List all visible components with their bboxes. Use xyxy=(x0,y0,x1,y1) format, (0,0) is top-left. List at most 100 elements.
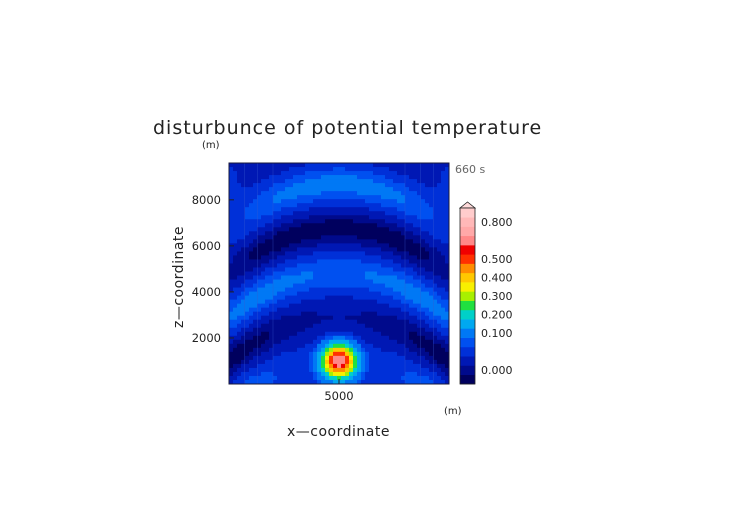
heatmap-cell xyxy=(261,235,266,240)
heatmap-cell xyxy=(233,179,238,184)
heatmap-cell xyxy=(249,267,254,272)
heatmap-cell xyxy=(345,367,350,373)
heatmap-cell xyxy=(337,259,342,264)
heatmap-cell xyxy=(397,351,402,357)
heatmap-cell xyxy=(341,335,346,341)
heatmap-cell xyxy=(393,179,398,184)
heatmap-cell xyxy=(277,243,282,248)
heatmap-cell xyxy=(409,171,414,176)
heatmap-cell xyxy=(397,219,402,224)
heatmap-cell xyxy=(269,203,274,208)
heatmap-cell xyxy=(305,303,310,309)
heatmap-cell xyxy=(421,263,426,268)
heatmap-cell xyxy=(401,183,406,188)
heatmap-cell xyxy=(433,263,438,268)
heatmap-cell xyxy=(245,319,250,325)
heatmap-cell xyxy=(385,375,390,381)
heatmap-cell xyxy=(233,287,238,292)
heatmap-cell xyxy=(377,191,382,196)
heatmap-cell xyxy=(253,375,258,381)
heatmap-cell xyxy=(233,275,238,280)
heatmap-cell xyxy=(317,255,322,260)
heatmap-cell xyxy=(405,319,410,325)
heatmap-cell xyxy=(397,263,402,268)
heatmap-cell xyxy=(233,183,238,188)
heatmap-cell xyxy=(361,267,366,272)
heatmap-cell xyxy=(305,283,310,288)
heatmap-cell xyxy=(429,243,434,248)
heatmap-cell xyxy=(277,279,282,284)
heatmap-cell xyxy=(341,311,346,317)
heatmap-cell xyxy=(357,331,362,337)
heatmap-cell xyxy=(349,259,354,264)
heatmap-cell xyxy=(357,291,362,296)
heatmap-cell xyxy=(257,295,262,301)
heatmap-cell xyxy=(269,187,274,192)
heatmap-cell xyxy=(377,167,382,172)
heatmap-cell xyxy=(313,203,318,208)
heatmap-cell xyxy=(381,275,386,280)
heatmap-cell xyxy=(405,235,410,240)
heatmap-cell xyxy=(341,223,346,228)
heatmap-cell xyxy=(365,351,370,357)
heatmap-cell xyxy=(373,163,378,168)
heatmap-cell xyxy=(373,295,378,301)
heatmap-cell xyxy=(333,271,338,276)
heatmap-cell xyxy=(237,335,242,341)
heatmap-cell xyxy=(301,343,306,349)
heatmap-cell xyxy=(341,163,346,168)
heatmap-cell xyxy=(353,263,358,268)
heatmap-cell xyxy=(369,359,374,365)
heatmap-cell xyxy=(365,263,370,268)
heatmap-cell xyxy=(265,375,270,381)
heatmap-cell xyxy=(441,379,446,385)
heatmap-cell xyxy=(265,255,270,260)
heatmap-cell xyxy=(393,371,398,377)
heatmap-cell xyxy=(281,167,286,172)
heatmap-cell xyxy=(245,379,250,385)
heatmap-cell xyxy=(445,331,450,337)
heatmap-cell xyxy=(393,279,398,284)
heatmap-cell xyxy=(445,267,450,272)
heatmap-cell xyxy=(313,267,318,272)
heatmap-cell xyxy=(261,367,266,373)
heatmap-cell xyxy=(317,319,322,325)
heatmap-cell xyxy=(333,347,338,353)
heatmap-cell xyxy=(389,251,394,256)
heatmap-cell xyxy=(273,171,278,176)
heatmap-cell xyxy=(417,311,422,317)
heatmap-cell xyxy=(393,315,398,321)
heatmap-cell xyxy=(245,339,250,345)
heatmap-cell xyxy=(317,195,322,200)
heatmap-cell xyxy=(421,311,426,317)
heatmap-cell xyxy=(297,363,302,369)
heatmap-cell xyxy=(253,307,258,313)
heatmap-cell xyxy=(241,351,246,357)
heatmap-cell xyxy=(357,219,362,224)
heatmap-cell xyxy=(313,183,318,188)
heatmap-cell xyxy=(257,239,262,244)
heatmap-cell xyxy=(377,315,382,321)
heatmap-cell xyxy=(425,371,430,377)
heatmap-cell xyxy=(425,195,430,200)
heatmap-cell xyxy=(341,367,346,373)
heatmap-cell xyxy=(341,291,346,296)
heatmap-cell xyxy=(289,283,294,288)
heatmap-cell xyxy=(273,255,278,260)
heatmap-cell xyxy=(389,167,394,172)
heatmap-cell xyxy=(321,343,326,349)
heatmap-cell xyxy=(265,175,270,180)
heatmap-cell xyxy=(233,327,238,333)
heatmap-cell xyxy=(241,227,246,232)
heatmap-cell xyxy=(425,351,430,357)
heatmap-cell xyxy=(365,219,370,224)
heatmap-cell xyxy=(325,351,330,357)
heatmap-cell xyxy=(445,311,450,317)
heatmap-cell xyxy=(325,211,330,216)
heatmap-cell xyxy=(357,191,362,196)
heatmap-cell xyxy=(273,207,278,212)
heatmap-cell xyxy=(289,171,294,176)
heatmap-cell xyxy=(261,215,266,220)
heatmap-cell xyxy=(309,167,314,172)
heatmap-cell xyxy=(305,375,310,381)
